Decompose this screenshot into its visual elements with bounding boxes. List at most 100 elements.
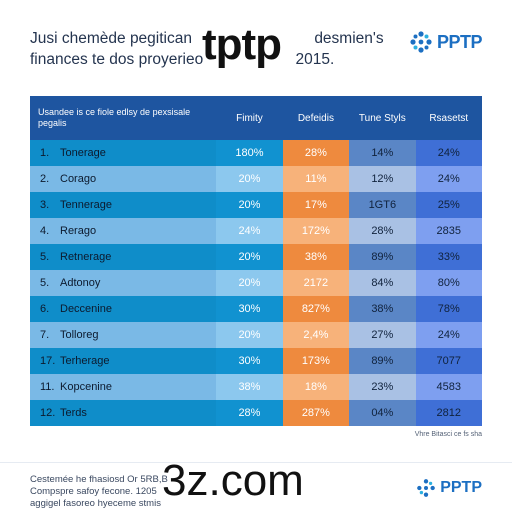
row-index: 1. [40,147,50,159]
footer-logo: PPTP [416,478,482,498]
footer-line: Cestemée he fhasiosd Or 5RB,B [30,474,168,485]
row-label-cell: 3. Tennerage [30,192,217,218]
watermark-overlay: tptp [202,20,282,69]
row-label: Terherage [60,355,110,367]
value-cell: 89% [349,244,416,270]
column-header: Fimity [216,96,283,140]
footer-logo-text: PPTP [440,479,482,496]
table-row: 6. Deccenine 30% 827% 38% 78% [30,296,482,322]
table-row: 11. Kopcenine 38% 18% 23% 4583 [30,374,482,400]
table-body: 1. Tonerage 180% 28% 14% 24% 2. Corago 20% 11% 12%… [30,140,482,426]
column-header: Usandee is ce fiole edlsy de pexsisale p… [30,96,217,140]
table-row: 5. Retnerage 20% 38% 89% 33% [30,244,482,270]
value-cell: 12% [349,166,416,192]
row-label-cell: 6. Deccenine [30,296,217,322]
column-header: Defeidis [282,96,350,140]
value-cell: 78% [415,296,482,322]
value-cell: 14% [349,140,416,166]
row-label-cell: 17. Terherage [30,348,217,374]
title-line-1: Jusi chemède pegitican desmien's [30,30,384,47]
value-cell: 2172 [282,270,350,296]
value-cell: 180% [216,140,283,166]
value-cell: 2,4% [282,322,350,348]
footer-url-overlay: 3z.com [162,456,304,505]
table-row: 3. Tennerage 20% 17% 1GT6 25% [30,192,482,218]
value-cell: 827% [282,296,350,322]
row-label: Adtonoy [60,277,101,289]
value-cell: 20% [216,322,283,348]
row-label: Deccenine [60,303,112,315]
row-label: Tonerage [60,147,106,159]
row-index: 2. [40,173,50,185]
row-label: Corago [60,173,97,185]
value-cell: 89% [349,348,416,374]
page-title: Jusi chemède pegitican desmien's finance… [30,28,390,70]
row-index: 6. [40,303,50,315]
row-label-cell: 12. Terds [30,400,217,426]
row-label: Terds [60,407,87,419]
row-index: 11. [40,381,55,393]
value-cell: 30% [216,348,283,374]
table-header-row: Usandee is ce fiole edlsy de pexsisale p… [30,96,482,140]
row-label-cell: 5. Retnerage [30,244,217,270]
value-cell: 28% [349,218,416,244]
row-index: 3. [40,199,50,211]
value-cell: 172% [282,218,350,244]
value-cell: 4583 [415,374,482,400]
row-label-cell: 1. Tonerage [30,140,217,166]
value-cell: 38% [216,374,283,400]
value-cell: 27% [349,322,416,348]
row-label: Retnerage [60,251,112,263]
value-cell: 20% [216,166,283,192]
row-label: Kopcenine [60,381,112,393]
footer-line: aggigel fasoreo hyeceme stmis [30,498,161,509]
row-label-cell: 4. Rerago [30,218,217,244]
column-header: Rsasetst [415,96,482,140]
value-cell: 28% [282,140,350,166]
value-cell: 23% [349,374,416,400]
column-header: Tune Styls [349,96,416,140]
snowflake-icon [417,479,436,497]
value-cell: 7077 [415,348,482,374]
title-line-2: finances te dos proyerieo 2015. [30,51,335,68]
source-note: Vhre Bitasci ce fs sha [414,431,482,438]
value-cell: 80% [415,270,482,296]
value-cell: 04% [349,400,416,426]
footer-divider [0,462,512,463]
value-cell: 173% [282,348,350,374]
data-table: Usandee is ce fiole edlsy de pexsisale p… [30,96,482,426]
value-cell: 287% [282,400,350,426]
snowflake-icon [410,31,432,53]
value-cell: 2835 [415,218,482,244]
value-cell: 25% [415,192,482,218]
table-row: 1. Tonerage 180% 28% 14% 24% [30,140,482,166]
value-cell: 24% [216,218,283,244]
row-index: 4. [40,225,50,237]
value-cell: 18% [282,374,350,400]
row-index: 5. [40,277,50,289]
table-row: 17. Terherage 30% 173% 89% 7077 [30,348,482,374]
table-row: 5. Adtonoy 20% 2172 84% 80% [30,270,482,296]
value-cell: 30% [216,296,283,322]
value-cell: 11% [282,166,350,192]
table-row: 4. Rerago 24% 172% 28% 2835 [30,218,482,244]
value-cell: 38% [282,244,350,270]
value-cell: 33% [415,244,482,270]
value-cell: 20% [216,192,283,218]
brand-logo: PPTP [409,30,483,54]
row-index: 17. [40,355,56,367]
row-index: 12. [40,407,56,419]
value-cell: 24% [415,166,482,192]
row-label-cell: 7. Tolloreg [30,322,217,348]
row-label-cell: 11. Kopcenine [30,374,217,400]
row-label: Tolloreg [60,329,99,341]
table-row: 7. Tolloreg 20% 2,4% 27% 24% [30,322,482,348]
row-label: Tennerage [60,199,112,211]
value-cell: 24% [415,140,482,166]
row-label: Rerago [60,225,97,237]
value-cell: 38% [349,296,416,322]
table-row: 2. Corago 20% 11% 12% 24% [30,166,482,192]
value-cell: 20% [216,270,283,296]
table-row: 12. Terds 28% 287% 04% 2812 [30,400,482,426]
value-cell: 84% [349,270,416,296]
